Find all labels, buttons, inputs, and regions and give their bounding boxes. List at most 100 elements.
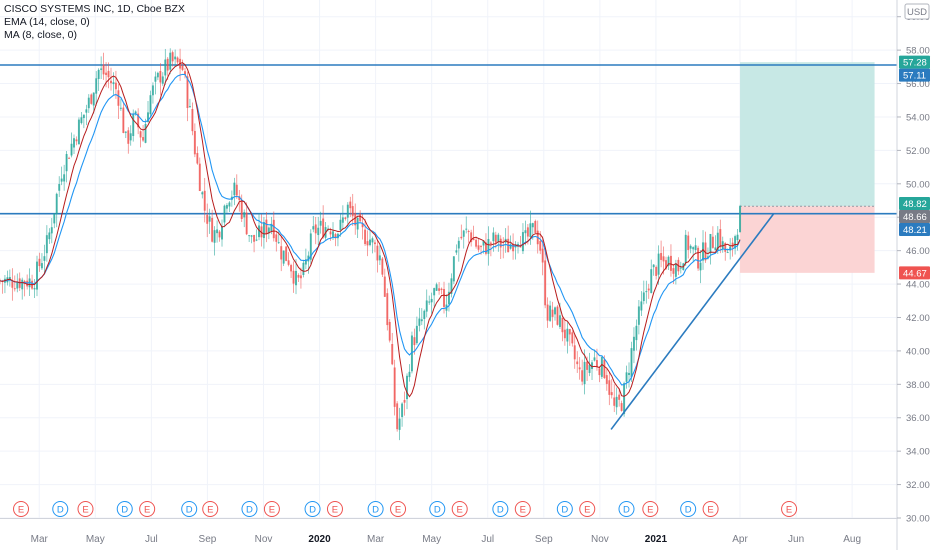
candle-body xyxy=(225,205,228,209)
time-tick-label: Apr xyxy=(732,534,748,545)
candle-body xyxy=(218,231,221,238)
marker-circle xyxy=(618,501,635,517)
ma-legend[interactable]: MA (8, close, 0) xyxy=(4,29,77,41)
marker-circle xyxy=(116,501,133,517)
candle-body xyxy=(191,108,194,132)
candle-body xyxy=(711,236,714,248)
candle-body xyxy=(460,236,463,239)
candle-body xyxy=(443,289,446,307)
candle-body xyxy=(554,307,557,315)
candle-body xyxy=(297,275,300,278)
candle-body xyxy=(398,418,401,430)
candle-body xyxy=(598,368,601,376)
earnings-marker[interactable]: E xyxy=(451,501,468,517)
earnings-marker[interactable]: E xyxy=(139,501,156,517)
marker-circle xyxy=(579,501,596,517)
candle-body xyxy=(302,262,305,275)
earnings-marker[interactable]: E xyxy=(263,501,280,517)
earnings-marker[interactable]: E xyxy=(579,501,596,517)
price-label: 44.67 xyxy=(899,266,930,280)
candle-body xyxy=(112,82,115,85)
candle-body xyxy=(250,235,253,237)
marker-label: E xyxy=(144,505,150,516)
symbol-title[interactable]: CISCO SYSTEMS INC, 1D, Cboe BZX xyxy=(4,3,185,15)
candle-body xyxy=(430,298,433,303)
marker-circle xyxy=(202,501,219,517)
candle-body xyxy=(467,230,470,232)
candle-body xyxy=(605,375,608,384)
dividend-marker[interactable]: D xyxy=(429,501,446,517)
candle-body xyxy=(90,94,93,104)
marker-label: D xyxy=(685,505,692,516)
earnings-marker[interactable]: E xyxy=(326,501,343,517)
candle-body xyxy=(729,246,732,251)
price-label-box xyxy=(899,68,930,82)
candle-body xyxy=(63,174,66,182)
price-label-box xyxy=(899,266,930,280)
price-label-box xyxy=(899,197,930,211)
time-tick-label: Mar xyxy=(31,534,49,545)
candle-body xyxy=(166,58,169,71)
candle-body xyxy=(438,288,441,291)
candle-body xyxy=(307,255,310,262)
candle-body xyxy=(341,217,344,223)
candle-body xyxy=(566,328,569,342)
price-tick-label: 40.00 xyxy=(906,346,930,357)
candle-body xyxy=(11,280,14,288)
earnings-marker[interactable]: E xyxy=(642,501,659,517)
earnings-marker[interactable]: E xyxy=(781,501,798,517)
marker-circle xyxy=(263,501,280,517)
candle-body xyxy=(346,204,349,218)
candle-body xyxy=(487,239,490,254)
candle-body xyxy=(423,310,426,319)
candle-body xyxy=(114,82,117,90)
candle-body xyxy=(660,253,663,260)
marker-label: D xyxy=(561,505,568,516)
earnings-marker[interactable]: E xyxy=(202,501,219,517)
candle-body xyxy=(489,242,492,244)
candle-body xyxy=(482,240,485,246)
earnings-marker[interactable]: E xyxy=(702,501,719,517)
dividend-marker[interactable]: D xyxy=(680,501,697,517)
candle-body xyxy=(667,256,670,266)
candle-body xyxy=(184,71,187,76)
dividend-marker[interactable]: D xyxy=(618,501,635,517)
earnings-marker[interactable]: E xyxy=(77,501,94,517)
dividend-marker[interactable]: D xyxy=(181,501,198,517)
candle-body xyxy=(721,241,724,249)
price-label-text: 57.11 xyxy=(903,71,926,82)
candle-body xyxy=(642,292,645,302)
time-tick-label: Jul xyxy=(481,534,494,545)
dividend-marker[interactable]: D xyxy=(304,501,321,517)
candle-body xyxy=(376,245,379,261)
dividend-marker[interactable]: D xyxy=(367,501,384,517)
candle-body xyxy=(142,137,145,141)
candle-body xyxy=(107,70,110,78)
earnings-marker[interactable]: E xyxy=(13,501,30,517)
ema-legend[interactable]: EMA (14, close, 0) xyxy=(4,16,90,28)
candle-body xyxy=(457,240,460,249)
candle-body xyxy=(314,224,317,234)
earnings-marker[interactable]: E xyxy=(390,501,407,517)
candle-body xyxy=(70,143,73,156)
candle-body xyxy=(684,234,687,264)
dividend-marker[interactable]: D xyxy=(52,501,69,517)
dividend-marker[interactable]: D xyxy=(116,501,133,517)
candle-body xyxy=(238,196,241,201)
candle-body xyxy=(287,260,290,265)
marker-label: D xyxy=(434,505,441,516)
candle-body xyxy=(623,383,626,415)
candle-body xyxy=(282,250,285,264)
dividend-marker[interactable]: D xyxy=(492,501,509,517)
dividend-marker[interactable]: D xyxy=(556,501,573,517)
candle-body xyxy=(447,291,450,305)
candle-body xyxy=(117,90,120,106)
marker-label: E xyxy=(707,505,713,516)
earnings-marker[interactable]: E xyxy=(514,501,531,517)
marker-label: E xyxy=(786,505,792,516)
dividend-marker[interactable]: D xyxy=(241,501,258,517)
price-tick-label: 38.00 xyxy=(906,380,930,391)
candle-body xyxy=(245,212,248,235)
